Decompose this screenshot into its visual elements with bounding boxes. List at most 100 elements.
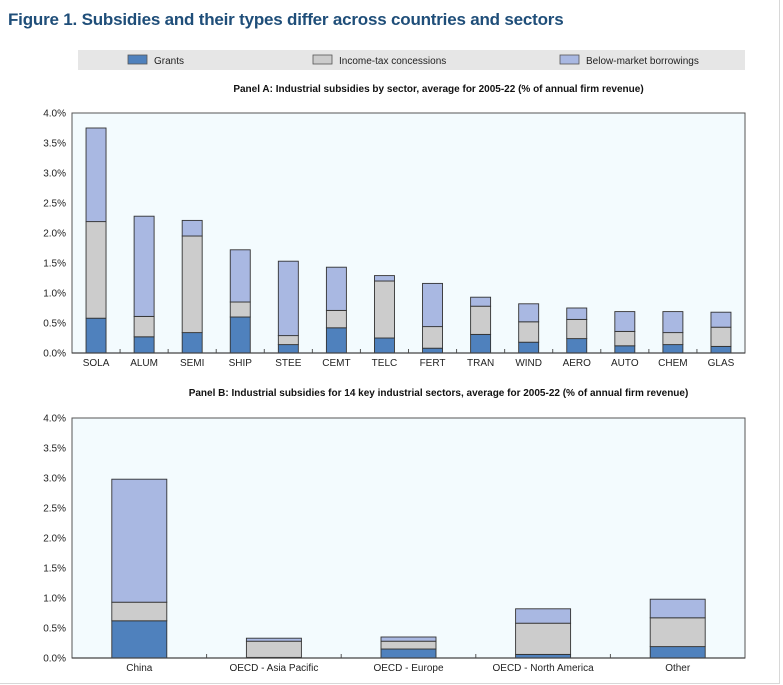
bar-income-tax-concessions-telc — [374, 280, 395, 339]
bar-below-market-borrowings-sola — [85, 127, 107, 223]
bar-grants-telc — [374, 337, 395, 354]
x-tick-label: WIND — [515, 358, 542, 369]
y-tick-label: 3.0% — [43, 474, 66, 485]
legend-label: Income-tax concessions — [339, 56, 446, 67]
y-tick-label: 0.0% — [43, 654, 66, 665]
y-tick-label: 4.0% — [43, 109, 66, 120]
x-tick-label: SHIP — [229, 358, 253, 369]
x-tick-label: OECD - North America — [493, 663, 595, 674]
y-tick-label: 1.0% — [43, 289, 66, 300]
plot-area — [71, 417, 746, 659]
bar-grants-alum — [133, 336, 155, 354]
bar-income-tax-concessions-oecd-north-america — [515, 622, 572, 655]
bar-income-tax-concessions-chem — [662, 332, 684, 346]
bar-income-tax-concessions-oecd-asia-pacific — [245, 640, 302, 658]
legend-swatch-0 — [127, 54, 148, 65]
bar-below-market-borrowings-stee — [277, 260, 299, 337]
y-tick-label: 1.5% — [43, 259, 66, 270]
bar-income-tax-concessions-alum — [133, 315, 155, 338]
y-tick-label: 2.0% — [43, 229, 66, 240]
x-tick-label: SEMI — [180, 358, 204, 369]
y-tick-label: 1.5% — [43, 564, 66, 575]
bar-income-tax-concessions-stee — [277, 335, 299, 346]
bar-below-market-borrowings-tran — [470, 296, 492, 307]
bar-grants-tran — [470, 333, 492, 354]
x-tick-label: STEE — [275, 358, 301, 369]
panel-title: Panel A: Industrial subsidies by sector,… — [233, 84, 643, 95]
bar-income-tax-concessions-aero — [566, 318, 588, 340]
legend-swatch-2 — [559, 54, 580, 65]
x-tick-label: Other — [665, 663, 691, 674]
bar-below-market-borrowings-oecd-europe — [380, 636, 437, 642]
bar-grants-aero — [566, 338, 588, 354]
x-tick-label: OECD - Europe — [373, 663, 443, 674]
bar-grants-auto — [614, 345, 636, 354]
bar-grants-ship — [229, 316, 251, 354]
x-tick-label: OECD - Asia Pacific — [229, 663, 318, 674]
x-tick-label: TRAN — [467, 358, 494, 369]
bar-income-tax-concessions-semi — [181, 235, 203, 334]
bar-income-tax-concessions-glas — [710, 326, 732, 347]
y-tick-label: 3.5% — [43, 444, 66, 455]
bar-below-market-borrowings-wind — [518, 303, 540, 323]
bar-income-tax-concessions-auto — [614, 330, 636, 347]
legend-label: Grants — [154, 56, 184, 67]
x-tick-label: AERO — [563, 358, 592, 369]
bar-grants-oecd-europe — [380, 648, 437, 659]
bar-grants-cemt — [325, 327, 347, 354]
y-tick-label: 3.0% — [43, 169, 66, 180]
bar-grants-stee — [277, 344, 299, 354]
bar-below-market-borrowings-telc — [374, 275, 395, 282]
y-tick-label: 0.0% — [43, 349, 66, 360]
bar-grants-glas — [710, 345, 732, 354]
bar-below-market-borrowings-fert — [422, 282, 443, 328]
x-tick-label: CEMT — [322, 358, 350, 369]
bar-below-market-borrowings-china — [111, 478, 168, 603]
x-tick-label: SOLA — [83, 358, 110, 369]
bar-below-market-borrowings-oecd-asia-pacific — [245, 637, 302, 642]
bar-below-market-borrowings-cemt — [325, 266, 347, 311]
y-tick-label: 2.5% — [43, 199, 66, 210]
bar-income-tax-concessions-cemt — [325, 309, 347, 329]
bar-income-tax-concessions-wind — [518, 321, 540, 343]
x-tick-label: China — [126, 663, 153, 674]
y-tick-label: 4.0% — [43, 414, 66, 425]
bar-income-tax-concessions-fert — [422, 326, 443, 349]
y-tick-label: 2.0% — [43, 534, 66, 545]
bar-grants-wind — [518, 341, 540, 354]
figure-title: Figure 1. Subsidies and their types diff… — [8, 10, 564, 29]
legend-swatch-1 — [312, 54, 333, 65]
y-tick-label: 1.0% — [43, 594, 66, 605]
bar-grants-other — [649, 646, 706, 659]
x-tick-label: GLAS — [708, 358, 735, 369]
bar-below-market-borrowings-auto — [614, 311, 636, 332]
y-tick-label: 3.5% — [43, 139, 66, 150]
bar-income-tax-concessions-tran — [470, 305, 492, 335]
bar-income-tax-concessions-china — [111, 601, 168, 622]
plot-area — [71, 112, 746, 354]
bar-below-market-borrowings-oecd-north-america — [515, 608, 572, 624]
bar-income-tax-concessions-oecd-europe — [380, 640, 437, 650]
x-tick-label: ALUM — [130, 358, 158, 369]
bar-grants-sola — [85, 317, 107, 354]
bar-grants-chem — [662, 344, 684, 354]
bar-below-market-borrowings-ship — [229, 249, 251, 303]
y-tick-label: 2.5% — [43, 504, 66, 515]
bar-below-market-borrowings-chem — [662, 311, 684, 334]
panel-title: Panel B: Industrial subsidies for 14 key… — [189, 388, 689, 399]
bar-income-tax-concessions-other — [649, 617, 706, 648]
bar-grants-semi — [181, 332, 203, 354]
legend-label: Below-market borrowings — [586, 56, 699, 67]
y-tick-label: 0.5% — [43, 624, 66, 635]
bar-grants-china — [111, 620, 168, 659]
bar-below-market-borrowings-semi — [181, 219, 203, 237]
bar-below-market-borrowings-alum — [133, 215, 155, 317]
bar-below-market-borrowings-glas — [710, 311, 732, 328]
bar-income-tax-concessions-ship — [229, 301, 251, 318]
y-tick-label: 0.5% — [43, 319, 66, 330]
x-tick-label: AUTO — [611, 358, 639, 369]
bar-income-tax-concessions-sola — [85, 221, 107, 319]
x-tick-label: TELC — [372, 358, 398, 369]
